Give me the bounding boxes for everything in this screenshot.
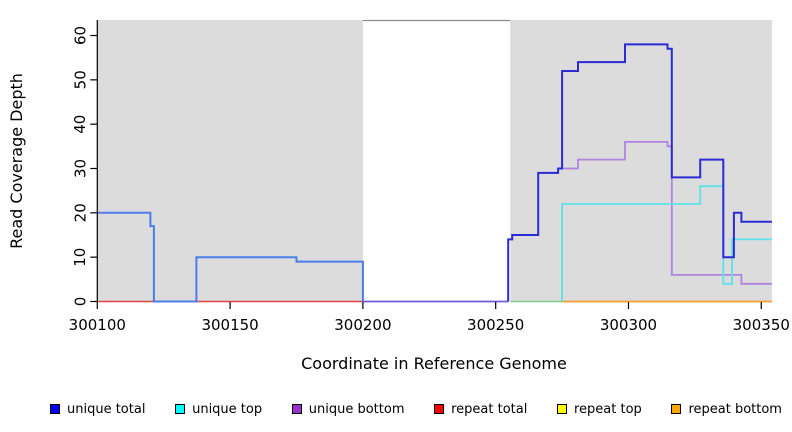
y-tick-label: 50 xyxy=(71,70,89,89)
legend-label: repeat bottom xyxy=(688,401,782,417)
legend-label: repeat top xyxy=(574,401,642,417)
legend-swatch-icon xyxy=(557,404,567,414)
legend-swatch-icon xyxy=(671,404,682,414)
legend-label: unique total xyxy=(67,401,146,417)
y-tick-label: 30 xyxy=(71,159,89,178)
x-axis-title: Coordinate in Reference Genome xyxy=(301,354,567,373)
legend-item-repeat-bottom: repeat bottom xyxy=(671,402,782,417)
y-tick-label: 0 xyxy=(71,297,89,307)
legend-label: unique top xyxy=(192,401,263,417)
x-tick-label: 300250 xyxy=(467,316,524,334)
y-tick-label: 60 xyxy=(71,26,89,45)
legend-item-unique-top: unique top xyxy=(175,402,262,417)
line-unique-total-left xyxy=(97,211,364,303)
legend-item-repeat-total: repeat total xyxy=(434,402,527,417)
x-tick-label: 300300 xyxy=(600,316,657,334)
shaded-repeat-regions xyxy=(97,20,772,302)
legend: unique total unique top unique bottom repea… xyxy=(0,398,792,420)
x-tick-label: 300100 xyxy=(69,316,126,334)
y-tick-label: 10 xyxy=(71,248,89,267)
legend-swatch-icon xyxy=(291,404,302,414)
legend-item-repeat-top: repeat top xyxy=(557,402,642,417)
x-tick-label: 300350 xyxy=(733,316,790,334)
y-axis-title: Read Coverage Depth xyxy=(7,73,26,249)
coverage-step-lines xyxy=(97,43,772,303)
x-tick-label: 300150 xyxy=(201,316,258,334)
axes: 0 10 20 30 40 50 60 300100 300150 300200 300250 300… xyxy=(69,20,790,334)
coverage-plot: 0 10 20 30 40 50 60 300100 300150 300200 300250 300… xyxy=(7,19,790,373)
legend-item-unique-bottom: unique bottom xyxy=(291,401,405,417)
legend-label: repeat total xyxy=(451,401,528,417)
y-tick-label: 40 xyxy=(71,115,89,134)
x-tick-label: 300200 xyxy=(334,316,391,334)
legend-swatch-icon xyxy=(175,404,186,414)
repeat-region-1 xyxy=(97,20,363,302)
legend-swatch-icon xyxy=(50,404,60,414)
legend-label: unique bottom xyxy=(308,401,405,417)
repeat-region-2 xyxy=(510,20,772,302)
legend-swatch-icon xyxy=(434,404,445,414)
line-unique-total-right xyxy=(507,43,772,302)
legend-item-unique-total: unique total xyxy=(50,402,145,417)
y-tick-label: 20 xyxy=(71,203,89,222)
